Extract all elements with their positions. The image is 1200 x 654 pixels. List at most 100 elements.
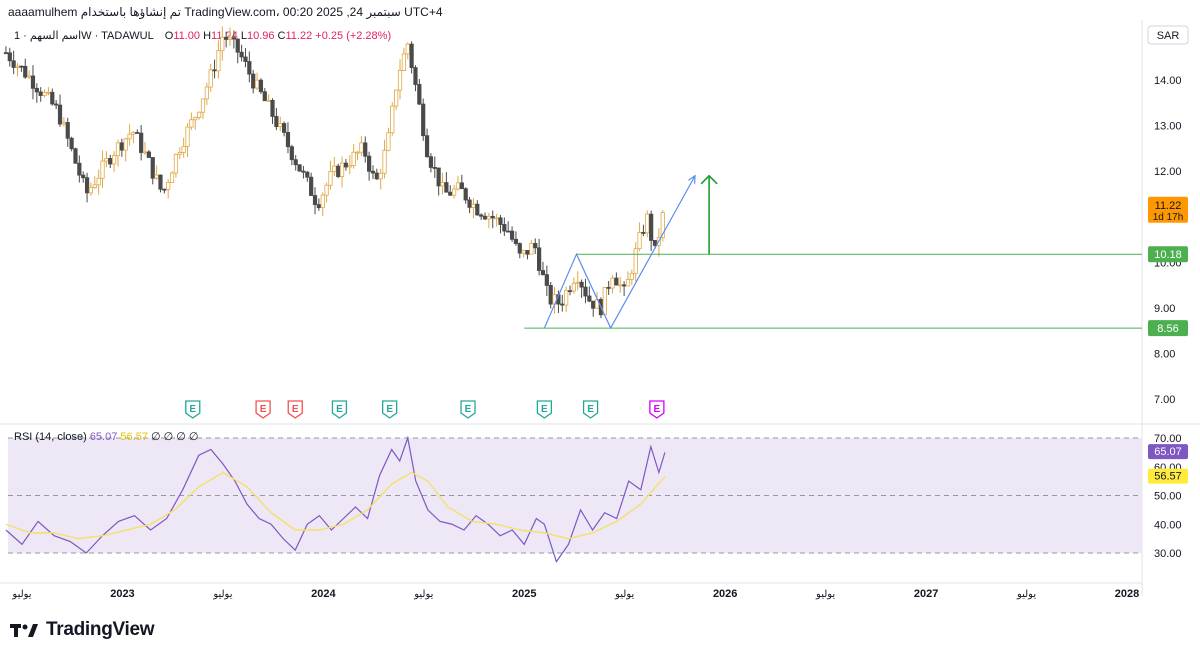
candle-body [409,43,414,69]
candle-body [529,243,534,255]
candle-body [660,212,665,239]
pattern-arrow-head [688,174,696,184]
candle-body [65,122,70,139]
candle-body [7,52,12,62]
candle-body [282,123,287,133]
level-price-label: 8.56 [1157,323,1178,335]
candle-body [652,240,658,246]
candle-body [100,160,105,179]
candle-body [548,285,553,305]
candle-body [293,159,298,166]
candle-body [173,153,179,174]
price-tick-label: 13.00 [1154,121,1182,133]
candle-body [320,194,325,209]
candle-body [88,187,94,194]
candle-body [509,230,515,240]
open-label: O [164,30,174,42]
rsi-tick-label: 30.00 [1154,548,1182,560]
candle-body [424,135,430,158]
earnings-marker-label: E [654,404,661,415]
change-value: +0.25 (+2.28%) [315,30,392,42]
candle-body [328,170,333,186]
candle-body [3,52,9,55]
earnings-marker [185,400,201,419]
candle-body [479,214,484,217]
candle-body [297,164,302,172]
chart-snapshot-caption: aaaamulhem تم إنشاؤها باستخدام TradingVi… [8,5,443,19]
time-tick-label: يوليو [212,589,232,600]
candle-body [11,60,16,68]
level-price-label-bg [1148,320,1188,337]
rsi-ma-value-label: 56.57 [1154,471,1182,483]
candle-body [382,149,387,174]
candle-body [216,50,221,72]
candle-body [448,191,453,196]
candle-body [332,165,337,172]
candle-body [301,170,306,173]
candle-body [181,146,186,153]
candle-body [602,287,607,316]
time-tick-label: يوليو [1016,589,1036,600]
candle-body [108,158,113,165]
time-tick-label: يوليو [614,589,634,600]
time-tick-label: 2027 [914,588,938,600]
earnings-marker-label: E [336,404,343,415]
candle-body [15,65,20,68]
open-value: 11.00 [173,30,201,42]
candle-body [560,303,565,306]
candle-body [177,152,182,155]
candle-body [571,282,576,292]
candle-body [452,188,457,196]
candle-body [355,151,360,154]
rsi-tick-label: 70.00 [1154,433,1182,445]
price-chart[interactable]: SAR14.0013.0012.0010.009.008.007.00يوليو… [0,0,1200,612]
rsi-value-label-bg [1148,444,1188,460]
candle-body [189,119,194,128]
tradingview-logo-icon [10,624,38,637]
candle-body [575,281,580,284]
rsi-legend[interactable]: RSI (14, close) 65.07 56.57 ∅ ∅ ∅ ∅ [14,430,199,443]
candle-body [258,79,264,93]
symbol-name[interactable]: اسم السهم · 1W · TADAWUL [14,30,154,42]
candle-body [123,138,128,151]
candle-body [212,69,217,72]
candle-body [347,165,352,168]
candle-body [142,151,148,154]
current-price-label: 11.22 [1155,200,1182,212]
candle-body [84,177,90,194]
candle-body [46,91,51,94]
currency-box [1147,25,1189,45]
candle-body [23,65,28,78]
time-tick-label: 2026 [713,588,737,600]
candle-body [166,182,171,190]
candle-body [235,38,240,53]
candle-body [397,70,403,91]
candle-body [251,73,256,89]
candle-body [135,132,140,134]
tradingview-logo[interactable]: TradingView [10,619,155,641]
earnings-marker [382,400,398,419]
candle-body [417,84,422,105]
candle-body [444,182,449,193]
candle-body [50,91,55,105]
candle-body [266,99,271,102]
candle-body [436,167,441,187]
candle-body [540,270,546,276]
candle-body [649,213,654,241]
candle-body [169,172,175,183]
rsi-value-label: 65.07 [1154,446,1182,458]
candle-body [34,87,39,93]
price-tick-label: 9.00 [1154,303,1175,315]
candle-body [343,162,349,168]
candle-body [54,103,59,106]
candle-body [564,290,569,306]
candle-body [339,162,345,177]
candle-body [606,287,611,289]
candle-body [262,91,267,102]
candle-body [227,37,233,40]
earnings-marker-label: E [541,404,548,415]
candle-body [208,69,213,88]
earnings-marker-label: E [465,404,472,415]
candle-body [204,86,209,100]
candle-body [537,247,542,271]
